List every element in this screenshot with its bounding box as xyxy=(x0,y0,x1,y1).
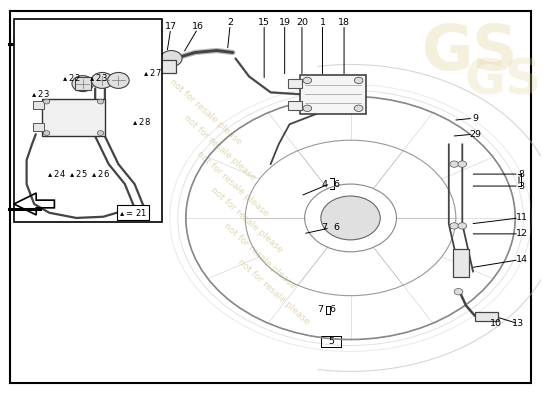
Text: 10: 10 xyxy=(490,319,502,328)
Text: 15: 15 xyxy=(258,18,270,27)
FancyBboxPatch shape xyxy=(475,312,498,321)
Circle shape xyxy=(108,72,129,88)
Text: 7: 7 xyxy=(317,305,323,314)
Circle shape xyxy=(454,288,463,295)
FancyBboxPatch shape xyxy=(159,60,176,73)
Circle shape xyxy=(450,161,459,167)
Circle shape xyxy=(72,76,94,92)
Text: 12: 12 xyxy=(516,229,527,238)
Text: 16: 16 xyxy=(192,22,204,31)
Text: 7: 7 xyxy=(322,224,328,232)
Circle shape xyxy=(43,131,50,136)
Text: 19: 19 xyxy=(279,18,290,27)
Text: $\blacktriangle$ = 21: $\blacktriangle$ = 21 xyxy=(119,207,147,218)
FancyBboxPatch shape xyxy=(300,75,366,114)
Circle shape xyxy=(161,50,182,66)
Circle shape xyxy=(91,72,113,88)
Text: 11: 11 xyxy=(516,214,527,222)
Bar xyxy=(14,19,162,222)
Text: not for resale please: not for resale please xyxy=(168,78,244,147)
Text: $\blacktriangle$ 23: $\blacktriangle$ 23 xyxy=(89,72,108,83)
Text: not for resale please: not for resale please xyxy=(236,257,311,326)
Circle shape xyxy=(458,223,466,229)
Circle shape xyxy=(43,99,50,104)
FancyBboxPatch shape xyxy=(288,101,303,110)
Circle shape xyxy=(458,161,466,167)
Text: 18: 18 xyxy=(338,18,350,27)
Text: $\blacktriangle$ 23: $\blacktriangle$ 23 xyxy=(31,88,51,99)
Text: 6: 6 xyxy=(329,305,335,314)
Text: GS: GS xyxy=(464,56,541,104)
Text: not for resale please: not for resale please xyxy=(182,114,257,183)
Text: 2: 2 xyxy=(227,18,233,27)
Circle shape xyxy=(354,77,363,84)
Text: $\blacktriangle$ 22: $\blacktriangle$ 22 xyxy=(62,72,80,83)
Text: not for resale please: not for resale please xyxy=(208,185,284,254)
Text: 17: 17 xyxy=(165,22,177,31)
Circle shape xyxy=(303,105,312,112)
Text: $\blacktriangle$ 28: $\blacktriangle$ 28 xyxy=(132,116,151,126)
Text: 13: 13 xyxy=(512,319,524,328)
Circle shape xyxy=(321,196,380,240)
FancyBboxPatch shape xyxy=(75,77,91,90)
FancyBboxPatch shape xyxy=(32,123,45,131)
Text: $\blacktriangle$ 25: $\blacktriangle$ 25 xyxy=(69,168,88,179)
Circle shape xyxy=(303,77,312,84)
Text: $\blacktriangle$ 26: $\blacktriangle$ 26 xyxy=(91,168,110,179)
Text: 1: 1 xyxy=(320,18,326,27)
Text: GS: GS xyxy=(422,22,519,82)
Text: 3: 3 xyxy=(519,182,525,190)
Text: $\blacktriangle$ 27: $\blacktriangle$ 27 xyxy=(142,67,162,78)
Text: not for resale please: not for resale please xyxy=(195,150,271,218)
Text: 8: 8 xyxy=(519,170,525,178)
FancyBboxPatch shape xyxy=(288,79,303,88)
FancyBboxPatch shape xyxy=(453,249,469,276)
Text: 6: 6 xyxy=(333,224,339,232)
FancyBboxPatch shape xyxy=(32,101,45,109)
Text: 29: 29 xyxy=(470,130,482,139)
Circle shape xyxy=(354,105,363,112)
FancyBboxPatch shape xyxy=(42,99,106,136)
Text: 5: 5 xyxy=(328,337,334,346)
Text: 14: 14 xyxy=(516,255,527,264)
Text: $\blacktriangle$ 24: $\blacktriangle$ 24 xyxy=(47,168,65,179)
Text: 4: 4 xyxy=(322,180,328,188)
Circle shape xyxy=(450,223,459,229)
Text: 20: 20 xyxy=(296,18,308,27)
Circle shape xyxy=(97,99,104,104)
Text: 6: 6 xyxy=(333,180,339,188)
Circle shape xyxy=(97,131,104,136)
Text: not for resale please: not for resale please xyxy=(222,221,298,290)
Text: 9: 9 xyxy=(473,114,479,123)
